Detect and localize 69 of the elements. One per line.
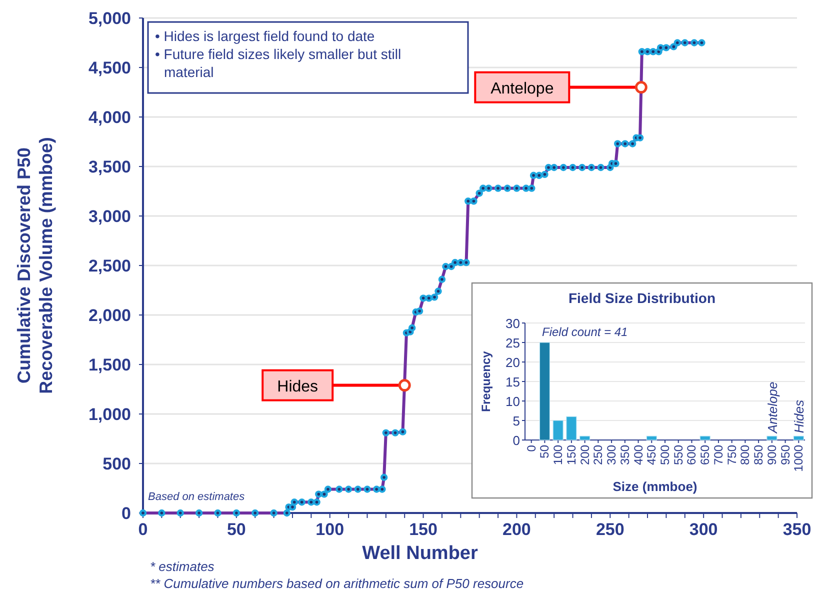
x-tick-label: 900: [764, 444, 779, 466]
y-tick-label: 2,500: [88, 256, 131, 276]
x-tick-label: 200: [502, 520, 531, 539]
annotation: • Future field sizes likely smaller but still material: [155, 46, 402, 80]
x-axis-title: Well Number: [362, 543, 478, 564]
y-tick-label: 5: [512, 414, 520, 428]
x-tick-label: 300: [689, 520, 718, 539]
bar: [552, 420, 564, 440]
x-tick-label: 300: [604, 444, 619, 466]
x-tick-label: 250: [591, 444, 606, 466]
x-tick-label: 350: [618, 444, 632, 466]
x-tick-label: 750: [724, 444, 739, 466]
x-tick-label: 850: [752, 444, 766, 466]
y-axis-title: Cumulative Discovered P50 Recoverable Volume (mmboe): [14, 137, 56, 394]
x-tick-label: 0: [524, 444, 538, 452]
x-tick-label: 1000: [792, 444, 806, 472]
x-tick-label: 100: [551, 444, 566, 466]
x-tick-label: 50: [538, 444, 552, 458]
x-tick-label: 250: [596, 520, 624, 539]
y-tick-label: 1,000: [88, 405, 131, 424]
bar: [766, 436, 778, 440]
x-tick-label: 400: [631, 444, 646, 466]
x-tick-label: 150: [564, 444, 578, 466]
y-tick-label: 4,000: [88, 108, 131, 127]
y-tick-label: 2,000: [88, 306, 131, 325]
x-tick-label: 450: [644, 444, 659, 466]
annotation: Antelope: [490, 80, 554, 98]
bar: [700, 436, 710, 440]
y-tick-label: 0: [512, 433, 520, 448]
y-tick-label: 5,000: [88, 9, 131, 28]
bar: [539, 342, 550, 440]
x-tick-label: 600: [684, 444, 699, 466]
y-tick-label: 1,500: [88, 356, 131, 374]
x-tick-label: 350: [782, 520, 812, 539]
x-tick-label: 950: [778, 444, 792, 466]
x-tick-label: 0: [138, 520, 148, 539]
annotation: Hides: [792, 399, 807, 434]
y-axis-title: Frequency: [479, 350, 493, 412]
text: * estimates: [150, 559, 215, 574]
y-tick-label: 15: [506, 374, 520, 390]
y-tick-label: 30: [506, 316, 520, 331]
y-tick-label: 25: [506, 336, 520, 350]
x-tick-label: 650: [698, 444, 712, 466]
annotation: • Hides is largest field found to date: [155, 28, 375, 44]
x-tick-label: 50: [226, 520, 246, 539]
annotation: Hides: [277, 378, 318, 396]
y-tick-label: 10: [506, 394, 520, 409]
bar: [579, 436, 590, 440]
bar: [793, 436, 804, 440]
y-tick-label: 3,500: [88, 158, 131, 176]
y-tick-label: 0: [122, 504, 131, 523]
annotation: Antelope: [764, 382, 780, 434]
x-tick-label: 150: [409, 520, 438, 539]
x-tick-label: 500: [658, 444, 672, 466]
x-tick-label: 700: [711, 444, 726, 466]
y-tick-label: 20: [506, 355, 520, 370]
y-tick-label: 3,000: [88, 207, 131, 226]
bar: [566, 416, 577, 440]
x-tick-label: 200: [578, 444, 592, 466]
annotation: Based on estimates: [148, 491, 246, 503]
x-tick-label: 550: [671, 444, 686, 466]
x-axis-title: Size (mmboe): [612, 479, 698, 494]
annotation: Field count = 41: [542, 325, 628, 339]
x-tick-label: 100: [316, 520, 344, 539]
x-tick-label: 800: [738, 444, 752, 466]
chart-title: Field Size Distribution: [568, 290, 716, 306]
bar: [646, 436, 657, 440]
text: ** Cumulative numbers based on arithmetic sum of P50 resource: [150, 576, 524, 591]
y-tick-label: 4,500: [88, 58, 131, 78]
